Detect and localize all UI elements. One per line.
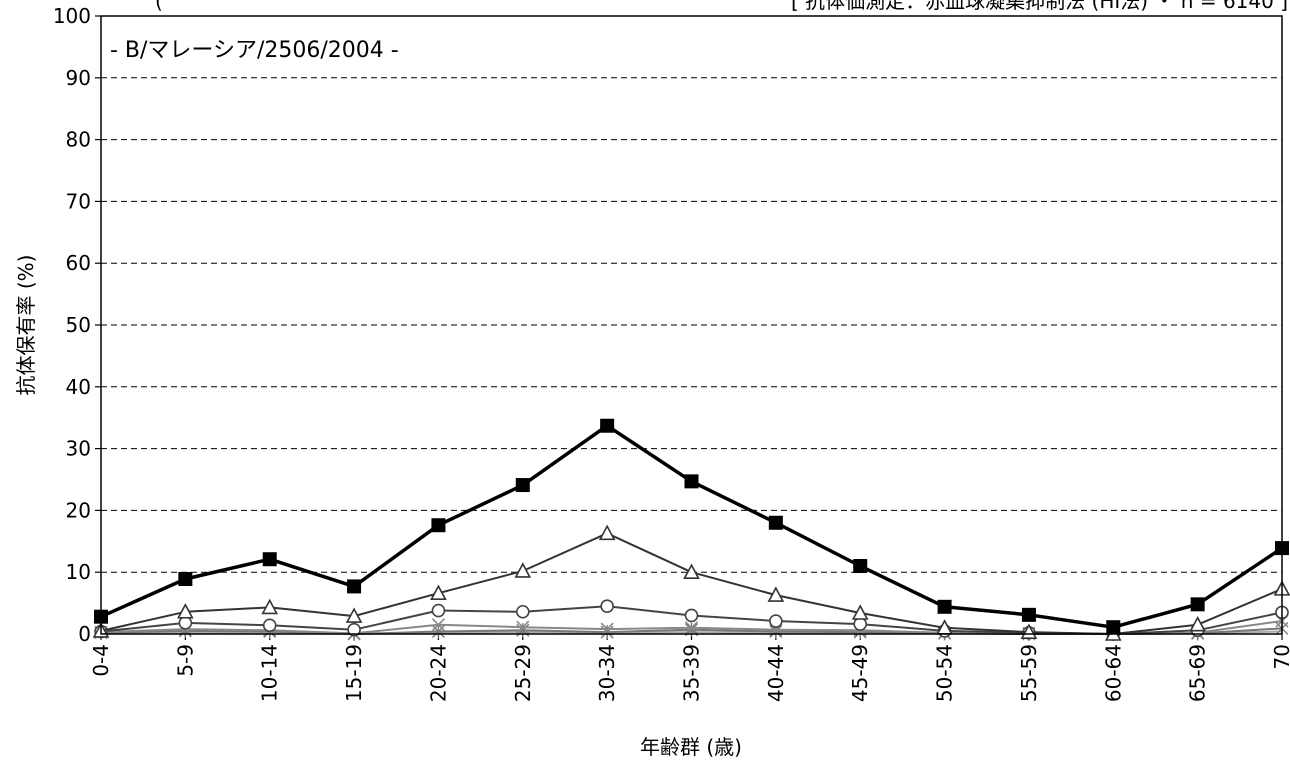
data-point: [262, 552, 277, 567]
x-tick-label: 45-49: [848, 644, 872, 702]
x-axis-ticks: 0-4 5-9 10-14 15-19 20-24 25-29 30-34 35-39 40-4…: [89, 634, 1290, 702]
data-point: [431, 603, 446, 618]
data-point: [683, 563, 700, 580]
data-point: [1190, 597, 1205, 612]
x-tick-label: 55-59: [1017, 644, 1041, 702]
data-point: [684, 621, 699, 635]
data-point: [430, 584, 447, 601]
y-axis-ticks: 0 10 20 30 40 50 60 70 80 90 100: [53, 4, 101, 646]
y-tick-label: 60: [66, 251, 91, 275]
y-tick-label: 80: [66, 128, 91, 152]
x-tick-label: 10-14: [258, 644, 282, 702]
x-tick-label: 35-39: [680, 644, 704, 702]
x-tick-label: 50-54: [933, 644, 957, 702]
y-tick-label: 50: [66, 313, 91, 337]
y-axis-label: 抗体保有率 (%): [14, 255, 38, 396]
x-axis-label: 年齢群 (歳): [640, 735, 742, 759]
data-point: [600, 622, 614, 636]
data-point: [261, 598, 279, 615]
data-point: [177, 603, 194, 619]
data-point: [514, 562, 532, 578]
data-point: [345, 607, 363, 623]
data-point: [1021, 607, 1036, 622]
data-point: [853, 559, 868, 574]
y-tick-label: 40: [66, 375, 91, 399]
data-point: [431, 624, 445, 639]
x-tick-label: 60-64: [1101, 644, 1125, 702]
data-point: [598, 524, 616, 541]
x-tick-label: 30-34: [595, 644, 619, 702]
x-tick-label: 20-24: [426, 644, 450, 702]
x-tick-label: 5-9: [173, 644, 197, 677]
data-point: [768, 515, 783, 530]
x-tick-label: 0-4: [89, 644, 113, 677]
data-point: [937, 599, 952, 614]
gridlines: [101, 77, 1282, 573]
y-tick-label: 30: [66, 437, 91, 461]
data-point: [600, 599, 614, 613]
data-point: [851, 604, 869, 620]
x-tick-label: 25-29: [511, 644, 535, 702]
data-point: [767, 586, 785, 602]
data-point: [262, 618, 277, 633]
y-tick-label: 90: [66, 66, 91, 90]
data-point: [1106, 620, 1121, 635]
data-point: [1189, 616, 1206, 632]
series-1: [94, 418, 1289, 635]
y-tick-label: 10: [66, 560, 91, 584]
y-tick-label: 70: [66, 189, 91, 213]
data-point: [769, 614, 783, 628]
data-point: [178, 616, 193, 630]
series-1-line: [100, 423, 1283, 629]
chart-title: - B/マレーシア/2506/2004 -: [110, 38, 399, 63]
data-point: [600, 418, 615, 433]
y-tick-label: 0: [78, 622, 91, 646]
data-point: [516, 620, 530, 634]
data-point: [515, 604, 530, 619]
x-tick-label: 65-69: [1186, 644, 1210, 702]
plot-area-frame: [100, 15, 1283, 635]
header-left-text: (: [155, 0, 163, 13]
x-tick-label: 70: [1270, 644, 1290, 669]
x-tick-label: 15-19: [342, 644, 366, 702]
y-tick-label: 20: [66, 498, 91, 522]
data-point: [515, 478, 530, 493]
series-group: [92, 418, 1290, 641]
data-point: [431, 618, 445, 632]
data-point: [684, 608, 699, 623]
data-point: [684, 474, 699, 489]
data-point: [853, 617, 868, 631]
data-point: [178, 571, 193, 586]
x-tick-label: 40-44: [764, 644, 788, 702]
header-right-text: [ 抗体価測定：赤血球凝集抑制法 (HI法) ・ n = 6140 ]: [791, 0, 1288, 13]
data-point: [431, 518, 446, 533]
data-point: [1020, 623, 1038, 639]
y-tick-label: 100: [53, 4, 91, 28]
data-point: [347, 622, 361, 637]
data-point: [347, 579, 362, 594]
